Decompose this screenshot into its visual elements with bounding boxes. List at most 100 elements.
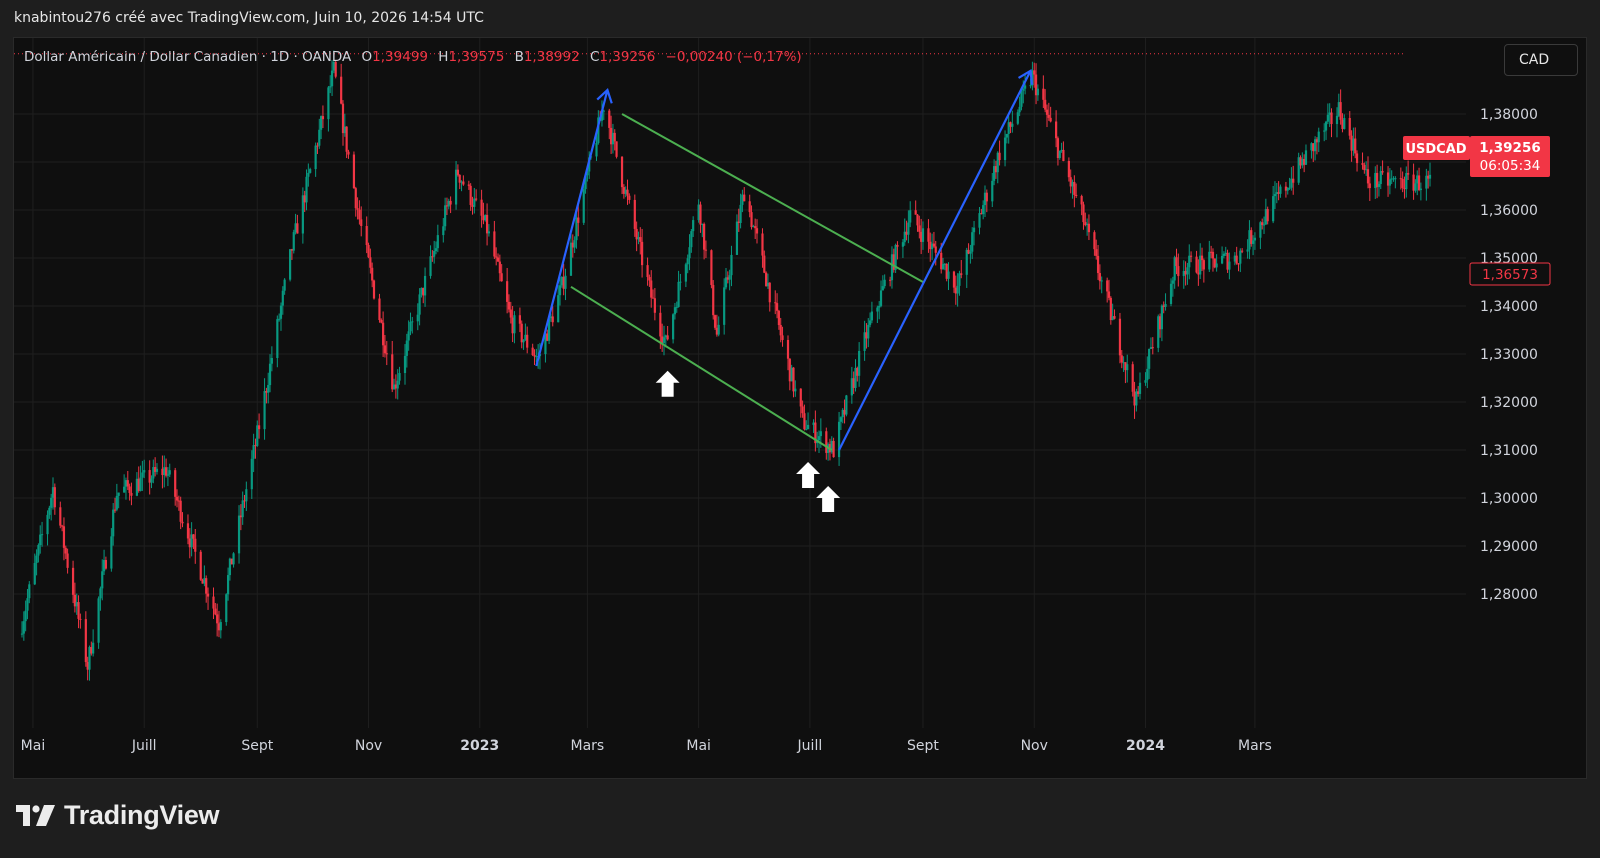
candle-body: [940, 252, 943, 270]
candle: [1069, 169, 1072, 194]
candle: [569, 232, 573, 276]
candle-body: [163, 467, 166, 476]
candle-body: [803, 413, 806, 430]
candle-body: [329, 86, 332, 88]
candle: [1096, 245, 1100, 280]
candle-body: [755, 228, 759, 234]
candle: [1124, 362, 1127, 384]
candle: [394, 374, 397, 399]
candle: [839, 416, 843, 430]
candle: [155, 463, 159, 475]
trend-arrowhead: [1017, 68, 1034, 85]
candle: [661, 323, 664, 352]
candle: [615, 141, 618, 159]
candle: [690, 228, 693, 253]
candle-body: [1317, 131, 1320, 143]
candle-body: [124, 480, 128, 487]
currency-button[interactable]: CAD: [1504, 44, 1578, 76]
candle: [434, 241, 438, 255]
candle-body: [564, 275, 567, 289]
candle: [1060, 142, 1063, 153]
chart-panel[interactable]: 1,400001,380001,370001,360001,350001,340…: [13, 37, 1587, 779]
low-label: B: [514, 49, 524, 65]
candle-body: [175, 496, 179, 501]
candle-body: [845, 395, 848, 415]
candle: [673, 302, 677, 320]
candle: [239, 504, 242, 531]
candle: [1403, 176, 1406, 199]
candle: [482, 202, 485, 225]
candle-body: [398, 373, 401, 381]
candle: [792, 367, 795, 398]
time-tick-label: Mars: [571, 738, 605, 754]
candle: [903, 218, 906, 246]
candle-body: [801, 406, 804, 414]
candle: [493, 220, 496, 260]
candle: [367, 242, 370, 259]
candle: [270, 346, 273, 372]
symbol-tag-label: USDCAD: [1405, 142, 1466, 157]
candle-body: [330, 70, 334, 87]
candle: [1033, 62, 1036, 88]
candle-body: [535, 356, 538, 358]
candle-body: [626, 189, 629, 196]
tradingview-logo[interactable]: TradingView: [16, 800, 220, 831]
candle-body: [442, 226, 445, 236]
candle: [1031, 61, 1034, 91]
candle-body: [314, 145, 317, 170]
candle-body: [254, 445, 257, 447]
candle-body: [777, 310, 780, 326]
price-chart[interactable]: 1,400001,380001,370001,360001,350001,340…: [14, 38, 1586, 778]
candle-body: [754, 226, 757, 229]
candle: [252, 433, 255, 473]
candle: [1210, 245, 1213, 259]
candle-body: [633, 199, 636, 229]
candle-body: [768, 282, 771, 303]
candle-body: [265, 391, 268, 393]
candle-body: [1394, 178, 1397, 180]
candle-body: [947, 271, 950, 279]
candle-body: [662, 337, 666, 343]
candle-body: [896, 244, 899, 247]
candle: [268, 354, 272, 393]
candle: [613, 129, 616, 151]
candle-body: [367, 244, 370, 258]
candle-body: [86, 662, 89, 670]
candle: [522, 339, 525, 350]
candle-body: [779, 325, 782, 336]
candle: [1361, 152, 1364, 170]
candle: [1202, 258, 1205, 283]
candle-body: [907, 222, 910, 235]
candle: [1377, 181, 1381, 197]
chart-attribution: knabintou276 créé avec TradingView.com, …: [14, 10, 484, 26]
candle: [101, 559, 104, 601]
candle: [1355, 150, 1359, 172]
candle: [688, 234, 691, 271]
candle-body: [1060, 149, 1063, 151]
candle-body: [320, 116, 323, 130]
candle-body: [1368, 183, 1371, 189]
candle: [1184, 261, 1187, 286]
candle: [1224, 246, 1227, 257]
candle: [473, 187, 476, 214]
candle: [429, 245, 432, 279]
candle-body: [1233, 255, 1236, 262]
candle: [1368, 176, 1371, 201]
candle: [37, 543, 40, 563]
candle: [1186, 262, 1189, 285]
candle-body: [123, 486, 126, 493]
candle: [372, 279, 376, 300]
candle-body: [150, 478, 153, 483]
candle: [704, 240, 708, 258]
candle-body: [571, 242, 574, 248]
candle: [334, 59, 337, 79]
candle: [39, 525, 42, 554]
candle: [407, 320, 410, 351]
arrow-up-shape: [796, 462, 821, 488]
candle: [1330, 108, 1333, 138]
candle: [713, 314, 717, 330]
candle-body: [723, 287, 726, 325]
candle: [852, 371, 855, 394]
candle-body: [241, 500, 244, 518]
candle: [201, 578, 204, 584]
